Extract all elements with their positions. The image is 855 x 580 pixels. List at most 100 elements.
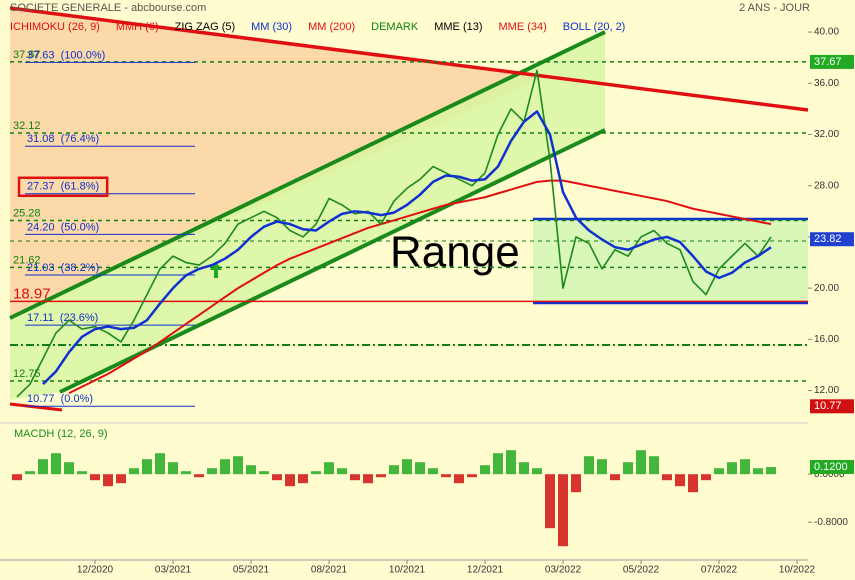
range-box (533, 219, 808, 303)
x-tick-label: 10/2021 (389, 565, 426, 576)
macd-bar (714, 468, 724, 475)
macd-bar (363, 474, 373, 484)
macd-bar (766, 467, 776, 475)
panel-title: MACDH (12, 26, 9) (14, 428, 108, 440)
macd-bar (311, 471, 321, 475)
macd-bar (207, 468, 217, 475)
macd-bar (454, 474, 464, 484)
macd-bar (77, 471, 87, 475)
y-tick-label: -0.8000 (814, 517, 848, 528)
highlight-box (17, 176, 109, 198)
macd-bar (688, 474, 698, 493)
macd-bar (545, 474, 555, 529)
macd-bar (493, 453, 503, 475)
macd-bar (142, 459, 152, 475)
level-label: 37.67 (13, 49, 41, 61)
macd-bar (584, 456, 594, 475)
macd-bar (246, 465, 256, 475)
x-tick-label: 08/2021 (311, 565, 348, 576)
macd-bar (610, 474, 620, 481)
macd-bar (51, 453, 61, 475)
legend-entry: MM (200) (308, 21, 355, 33)
legend-entry: MME (34) (499, 21, 547, 33)
legend-entry: DEMARK (371, 21, 419, 33)
price-tag (810, 232, 854, 247)
macd-bar (103, 474, 113, 487)
level-label: 18.97 (13, 285, 51, 302)
legend-entry: MMH (6) (116, 21, 159, 33)
signal-arrow (210, 262, 222, 278)
axis-panel (808, 0, 855, 580)
price-tag (810, 399, 854, 414)
channel-upper (9, 30, 606, 320)
macd-bar (233, 456, 243, 475)
macd-bar (597, 459, 607, 475)
legend-entry: MME (13) (434, 21, 482, 33)
series-line (16, 69, 772, 398)
macd-bar (272, 474, 282, 481)
series-line (42, 110, 772, 386)
y-tick-label: 36.00 (814, 78, 839, 89)
macd-bar (623, 462, 633, 475)
macd-bar (753, 468, 763, 475)
annotation: Range (390, 228, 520, 277)
chart-title: SOCIETE GENERALE - abcbourse.com (10, 2, 206, 14)
chart-subtitle: 2 ANS - JOUR (739, 2, 810, 14)
macd-bar (194, 474, 204, 478)
macd-bar (181, 471, 191, 475)
macd-bar (389, 465, 399, 475)
macd-bar (12, 474, 22, 481)
price-tag-label: 37.67 (814, 56, 842, 68)
level-label: 21.62 (13, 254, 41, 266)
macd-bar (259, 471, 269, 475)
macd-bar (129, 468, 139, 475)
channel-fill (10, 32, 605, 400)
fib-label: 24.20 (50.0%) (27, 221, 99, 233)
macd-bar (701, 474, 711, 481)
macd-bar (506, 450, 516, 475)
macd-bar (402, 459, 412, 475)
series-line (68, 179, 772, 395)
level-label: 32.12 (13, 120, 41, 132)
legend-entry: ICHIMOKU (26, 9) (10, 21, 100, 33)
macd-bar (441, 474, 451, 478)
macd-bar (337, 468, 347, 475)
macd-bar (532, 468, 542, 475)
macd-bar (350, 474, 360, 481)
y-tick-label: 28.00 (814, 180, 839, 191)
macd-bar (740, 459, 750, 475)
trend-line (9, 6, 809, 112)
macd-bar (649, 456, 659, 475)
legend-entry: MM (30) (251, 21, 292, 33)
macd-bar (38, 459, 48, 475)
x-tick-label: 12/2020 (77, 565, 114, 576)
macd-bar (220, 459, 230, 475)
y-tick-label: 0.0000 (814, 469, 845, 480)
price-tag (810, 54, 854, 69)
x-tick-label: 05/2022 (623, 565, 660, 576)
y-tick-label: 12.00 (814, 385, 839, 396)
macd-bar (116, 474, 126, 484)
macd-bar (298, 474, 308, 484)
y-tick-label: 20.00 (814, 283, 839, 294)
macd-bar (727, 462, 737, 475)
y-tick-label: 16.00 (814, 334, 839, 345)
x-tick-label: 03/2021 (155, 565, 192, 576)
macd-bar (519, 462, 529, 475)
macd-bar (90, 474, 100, 481)
macd-bar (675, 474, 685, 487)
x-tick-label: 07/2022 (701, 565, 738, 576)
level-label: 12.75 (13, 368, 41, 380)
macd-bar (168, 462, 178, 475)
y-tick-label: 40.00 (814, 27, 839, 38)
fib-label: 17.11 (23.6%) (27, 312, 98, 324)
fib-label: 27.37 (61.8%) (27, 181, 99, 193)
price-tag (810, 460, 854, 474)
fib-label: 37.63 (100.0%) (27, 49, 105, 61)
macd-bar (480, 465, 490, 475)
macd-bar (428, 468, 438, 475)
price-tag-label: 23.82 (814, 233, 842, 245)
x-tick-label: 05/2021 (233, 565, 270, 576)
macd-bar (636, 450, 646, 475)
